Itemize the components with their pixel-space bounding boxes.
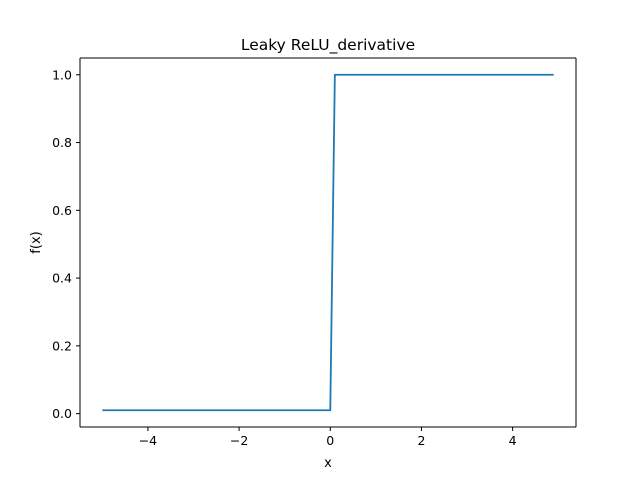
series-line-0 [102, 73, 554, 412]
x-axis-label: x [324, 456, 332, 471]
x-tick-label: 0 [326, 433, 334, 448]
y-tick-label: 0.0 [52, 406, 72, 421]
x-tick-label: 4 [509, 433, 517, 448]
y-ticks: 0.0 0.2 0.4 0.6 0.8 1.0 [52, 67, 80, 421]
y-tick-label: 0.8 [52, 135, 72, 150]
chart-title: Leaky ReLU_derivative [241, 36, 415, 55]
axes-layer [79, 57, 577, 428]
x-tick-label: 2 [417, 433, 425, 448]
y-tick-label: 0.6 [52, 203, 72, 218]
x-ticks: −4 −2 0 2 4 [139, 427, 517, 448]
series-layer [102, 73, 554, 412]
y-axis-label: f(x) [29, 231, 44, 253]
plot-area [80, 58, 576, 427]
y-tick-label: 1.0 [52, 67, 72, 82]
y-tick-label: 0.4 [52, 271, 72, 286]
x-tick-label: −4 [139, 433, 157, 448]
y-tick-label: 0.2 [52, 338, 72, 353]
x-tick-label: −2 [230, 433, 248, 448]
